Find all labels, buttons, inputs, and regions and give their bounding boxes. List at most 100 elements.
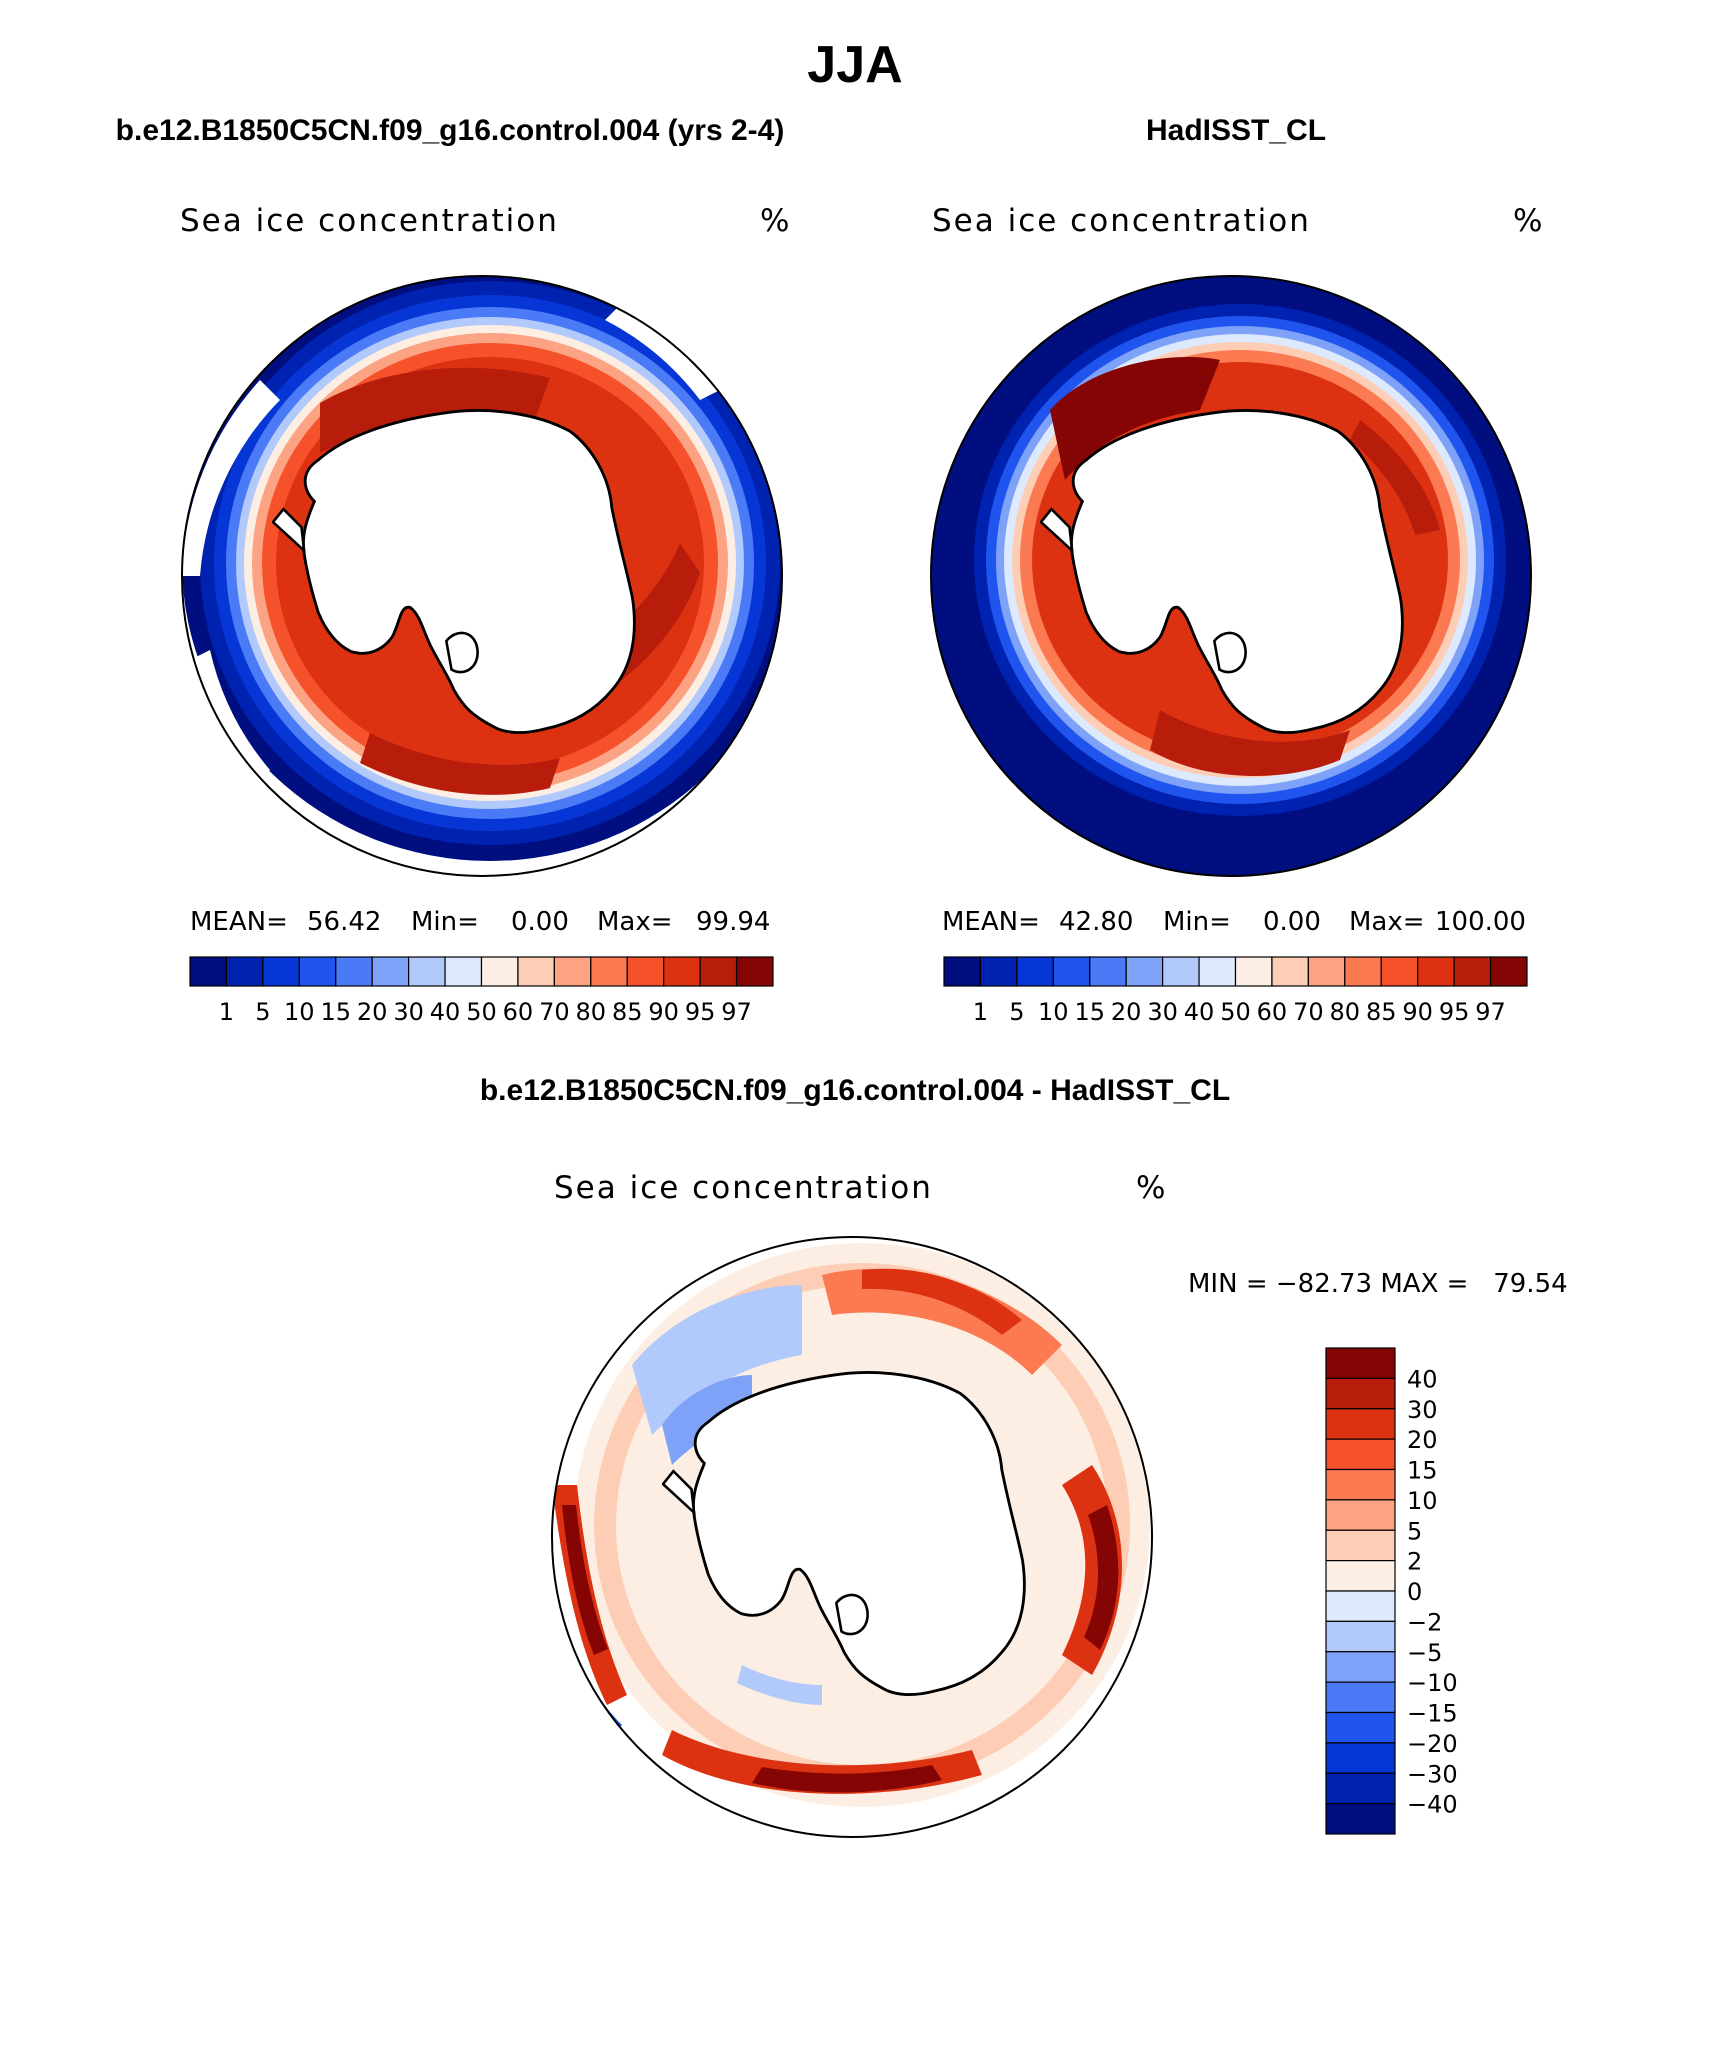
obs-max-value: 100.00 [1435, 907, 1526, 937]
cbar-diff-tick-label: 0 [1407, 1578, 1422, 1606]
cbar-obs-swatch-14 [1453, 956, 1492, 987]
obs-min-label: Min= [1163, 907, 1231, 937]
cbar-model-swatch-4 [335, 956, 373, 987]
cbar-obs-swatch-1 [979, 956, 1018, 987]
cbar-obs-swatch-3 [1052, 956, 1091, 987]
cbar-diff-swatch-7 [1325, 1560, 1396, 1592]
cbar-obs-tick-label: 90 [1402, 998, 1433, 1026]
obs-mean-label: MEAN= [942, 907, 1040, 937]
cbar-model-swatch-0 [189, 956, 228, 987]
panel-diff-units: % [1136, 1170, 1165, 1206]
cbar-diff-tick-label: 2 [1407, 1548, 1422, 1576]
cbar-diff-swatch-1 [1325, 1377, 1396, 1410]
obs-max-label: Max= [1349, 907, 1425, 937]
cbar-diff-swatch-6 [1325, 1529, 1396, 1562]
panel-obs: HadISST_CL Sea ice concentration % MEAN=… [930, 114, 1542, 1026]
cbar-model-swatch-5 [371, 956, 410, 987]
cbar-diff-swatch-11 [1325, 1681, 1396, 1714]
cbar-model-tick-label: 80 [576, 998, 607, 1026]
cbar-obs-tick-label: 50 [1220, 998, 1251, 1026]
cbar-obs-tick-label: 60 [1257, 998, 1288, 1026]
cbar-model-swatch-3 [298, 956, 337, 987]
cbar-diff-swatch-5 [1325, 1499, 1396, 1531]
cbar-model-tick-label: 5 [255, 998, 270, 1026]
panel-model-units: % [760, 203, 789, 239]
cbar-obs-swatch-10 [1307, 956, 1346, 987]
cbar-obs-swatch-11 [1344, 956, 1382, 987]
panel-model-variable: Sea ice concentration [180, 203, 559, 239]
cbar-obs-tick-label: 97 [1475, 998, 1506, 1026]
cbar-diff-tick-label: −30 [1407, 1760, 1458, 1788]
cbar-model-tick-label: 20 [357, 998, 388, 1026]
cbar-model-tick-label: 1 [219, 998, 234, 1026]
map-diff [552, 1237, 1152, 1837]
cbar-diff-tick-label: −15 [1407, 1700, 1458, 1728]
colorbar-obs: 1 5 10 15 20 30 40 50 60 70 80 85 90 95 97 [943, 956, 1528, 1026]
cbar-diff-swatch-10 [1325, 1651, 1396, 1683]
panel-obs-variable: Sea ice concentration [932, 203, 1311, 239]
obs-min-value: 0.00 [1263, 907, 1321, 937]
cbar-model-tick-label: 15 [320, 998, 351, 1026]
cbar-model-swatch-11 [590, 956, 628, 987]
cbar-obs-swatch-4 [1089, 956, 1127, 987]
cbar-obs-swatch-9 [1271, 956, 1309, 987]
model-max-value: 99.94 [696, 907, 770, 937]
cbar-obs-swatch-12 [1380, 956, 1419, 987]
cbar-model-swatch-6 [408, 956, 446, 987]
map-obs-border [930, 275, 1532, 877]
cbar-model-swatch-13 [663, 956, 701, 987]
map-model-border [181, 275, 783, 877]
model-mean-label: MEAN= [190, 907, 288, 937]
cbar-obs-tick-label: 5 [1009, 998, 1024, 1026]
cbar-obs-swatch-2 [1016, 956, 1054, 987]
cbar-model-swatch-15 [735, 956, 774, 987]
cbar-diff-tick-label: −10 [1407, 1669, 1458, 1697]
cbar-obs-tick-label: 95 [1439, 998, 1470, 1026]
cbar-obs-swatch-7 [1198, 956, 1237, 987]
cbar-model-tick-label: 85 [612, 998, 643, 1026]
cbar-model-swatch-9 [517, 956, 555, 987]
cbar-obs-swatch-0 [943, 956, 982, 987]
cbar-model-swatch-8 [480, 956, 519, 987]
cbar-obs-tick-label: 30 [1147, 998, 1178, 1026]
cbar-model-tick-label: 97 [721, 998, 752, 1026]
cbar-diff-tick-label: 5 [1407, 1517, 1422, 1545]
diff-min-max-stats: MIN = −82.73 MAX = 79.54 [1188, 1269, 1568, 1299]
map-obs [931, 276, 1531, 876]
cbar-model-swatch-14 [699, 956, 738, 987]
cbar-diff-tick-label: 30 [1407, 1396, 1438, 1424]
map-model [182, 276, 782, 876]
cbar-diff-swatch-8 [1325, 1590, 1396, 1622]
panel-obs-units: % [1513, 203, 1542, 239]
cbar-diff-tick-label: −20 [1407, 1730, 1458, 1758]
model-min-label: Min= [411, 907, 479, 937]
model-mean-value: 56.42 [307, 907, 381, 937]
cbar-diff-tick-label: 20 [1407, 1426, 1438, 1454]
cbar-model-tick-label: 50 [466, 998, 497, 1026]
model-min-value: 0.00 [511, 907, 569, 937]
cbar-diff-swatch-13 [1325, 1742, 1396, 1774]
colorbar-model: 1 5 10 15 20 30 40 50 60 70 80 85 90 95 97 [189, 956, 774, 1026]
cbar-obs-swatch-5 [1125, 956, 1164, 987]
map-diff-border [551, 1236, 1153, 1838]
cbar-obs-tick-label: 40 [1184, 998, 1215, 1026]
cbar-model-swatch-1 [225, 956, 264, 987]
panel-diff: b.e12.B1850C5CN.f09_g16.control.004 - Ha… [480, 1074, 1568, 1838]
model-max-label: Max= [597, 907, 673, 937]
panel-diff-header: b.e12.B1850C5CN.f09_g16.control.004 - Ha… [480, 1074, 1230, 1107]
cbar-model-tick-label: 30 [393, 998, 424, 1026]
cbar-obs-tick-label: 15 [1074, 998, 1105, 1026]
cbar-model-tick-label: 95 [685, 998, 716, 1026]
cbar-model-tick-label: 70 [539, 998, 570, 1026]
cbar-diff-swatch-15 [1325, 1803, 1396, 1835]
cbar-model-swatch-12 [626, 956, 665, 987]
cbar-model-tick-label: 10 [284, 998, 315, 1026]
cbar-diff-swatch-14 [1325, 1772, 1396, 1805]
cbar-obs-tick-label: 70 [1293, 998, 1324, 1026]
cbar-diff-tick-label: 40 [1407, 1365, 1438, 1393]
panel-model-header: b.e12.B1850C5CN.f09_g16.control.004 (yrs… [116, 114, 785, 147]
cbar-obs-swatch-15 [1489, 956, 1528, 987]
cbar-diff-tick-label: −2 [1407, 1608, 1442, 1636]
